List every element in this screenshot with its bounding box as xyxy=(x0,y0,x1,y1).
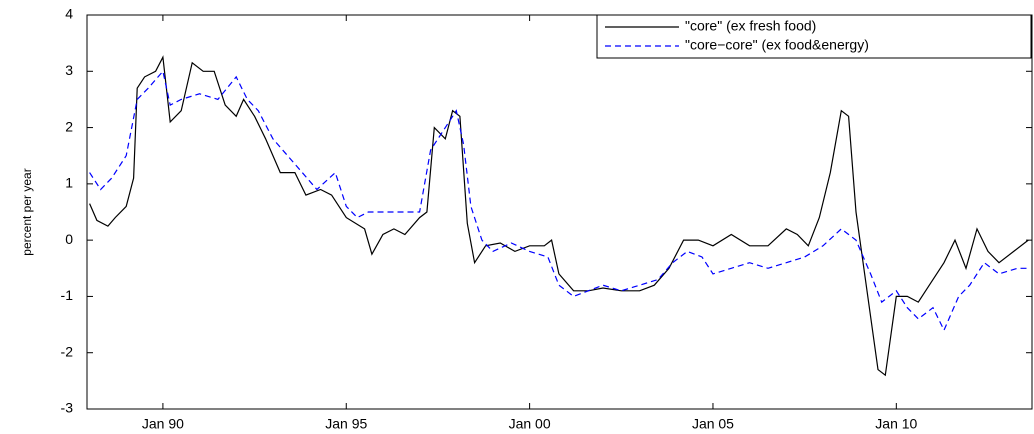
y-tick-label: 0 xyxy=(65,231,73,247)
legend-box xyxy=(596,14,1032,59)
y-tick-label: 2 xyxy=(65,118,73,134)
x-tick-label: Jan 00 xyxy=(509,416,551,432)
y-tick-label: -2 xyxy=(61,343,74,359)
series-line xyxy=(89,70,1029,332)
legend-label: "core" (ex fresh food) xyxy=(685,18,816,34)
x-tick-label: Jan 10 xyxy=(875,416,917,432)
series-line xyxy=(89,55,1029,377)
y-tick-label: 3 xyxy=(65,62,73,78)
y-tick-label: 4 xyxy=(65,6,73,22)
x-tick-label: Jan 95 xyxy=(325,416,367,432)
plot-frame xyxy=(86,14,1033,410)
y-tick-label: -3 xyxy=(61,400,74,416)
legend-label: "core−core" (ex food&energy) xyxy=(685,37,869,53)
x-tick-label: Jan 05 xyxy=(692,416,734,432)
x-tick-label: Jan 90 xyxy=(142,416,184,432)
y-axis-label: percent per year xyxy=(20,168,34,255)
y-tick-label: 1 xyxy=(65,175,73,191)
y-tick-label: -1 xyxy=(61,287,74,303)
